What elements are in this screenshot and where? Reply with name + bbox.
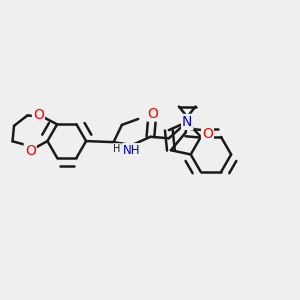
Text: O: O bbox=[202, 127, 213, 141]
Text: O: O bbox=[147, 106, 158, 121]
Text: NH: NH bbox=[123, 144, 140, 157]
Text: N: N bbox=[182, 115, 193, 129]
Text: H: H bbox=[113, 144, 121, 154]
Text: O: O bbox=[25, 144, 36, 158]
Text: O: O bbox=[33, 108, 44, 122]
